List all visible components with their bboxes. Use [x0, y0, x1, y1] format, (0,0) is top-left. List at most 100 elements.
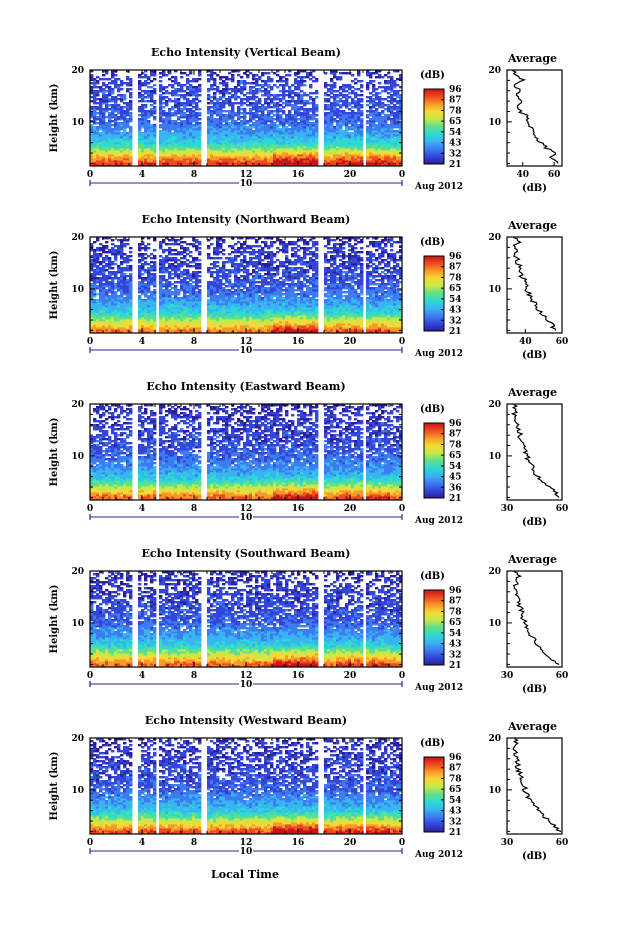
heatmap-cell — [369, 158, 373, 161]
heatmap-cell — [387, 86, 391, 89]
heatmap-cell — [279, 154, 283, 157]
heatmap-cell — [330, 138, 334, 141]
heatmap-cell — [90, 315, 94, 318]
heatmap-cell — [186, 140, 190, 143]
heatmap-cell — [141, 321, 145, 324]
heatmap-cell — [228, 110, 232, 113]
heatmap-cell — [138, 303, 142, 306]
heatmap-cell — [366, 88, 370, 91]
heatmap-cell — [216, 102, 220, 105]
heatmap-cell — [387, 134, 391, 137]
heatmap-cell — [336, 114, 340, 117]
heatmap-cell — [240, 154, 244, 157]
heatmap-cell — [168, 144, 172, 147]
heatmap-cell — [120, 241, 124, 244]
heatmap-cell — [294, 134, 298, 137]
heatmap-cell — [237, 124, 241, 127]
heatmap-cell — [312, 116, 316, 119]
heatmap-cell — [216, 110, 220, 113]
heatmap-cell — [183, 124, 187, 127]
heatmap-cell — [243, 146, 247, 149]
heatmap-cell — [171, 239, 175, 242]
heatmap-cell — [279, 114, 283, 117]
heatmap-cell — [327, 118, 331, 121]
heatmap-cell — [138, 160, 142, 163]
heatmap-cell — [120, 138, 124, 141]
heatmap-cell — [159, 313, 163, 316]
heatmap-cell — [177, 102, 181, 105]
heatmap-cell — [120, 251, 124, 254]
heatmap-cell — [96, 257, 100, 260]
heatmap-cell — [171, 299, 175, 302]
heatmap-cell — [330, 80, 334, 83]
heatmap-cell — [162, 315, 166, 318]
heatmap-cell — [252, 112, 256, 115]
heatmap-cell — [192, 156, 196, 159]
heatmap-cell — [165, 134, 169, 137]
heatmap-cell — [231, 96, 235, 99]
heatmap-cell — [174, 90, 178, 93]
heatmap-cell — [189, 309, 193, 312]
heatmap-cell — [231, 102, 235, 105]
heatmap-cell — [276, 124, 280, 127]
heatmap-cell — [141, 118, 145, 121]
heatmap-cell — [198, 72, 202, 75]
heatmap-cell — [375, 118, 379, 121]
heatmap-cell — [306, 126, 310, 129]
heatmap-cell — [207, 94, 211, 97]
heatmap-cell — [162, 86, 166, 89]
heatmap-cell — [264, 80, 268, 83]
heatmap-cell — [228, 128, 232, 131]
heatmap-cell — [207, 146, 211, 149]
heatmap-cell — [168, 138, 172, 141]
heatmap-cell — [297, 132, 301, 135]
heatmap-cell — [150, 261, 154, 264]
heatmap-cell — [288, 134, 292, 137]
heatmap-cell — [369, 112, 373, 115]
x-tick-label: 20 — [344, 170, 357, 180]
heatmap-cell — [267, 130, 271, 133]
heatmap-cell — [171, 132, 175, 135]
heatmap-cell — [336, 78, 340, 81]
heatmap-cell — [150, 277, 154, 280]
heatmap-cell — [384, 146, 388, 149]
heatmap-cell — [144, 124, 148, 127]
heatmap-cell — [297, 88, 301, 91]
heatmap-cell — [114, 80, 118, 83]
heatmap-cell — [219, 148, 223, 151]
heatmap-cell — [315, 120, 319, 123]
heatmap-cell — [192, 311, 196, 314]
heatmap-cell — [165, 136, 169, 139]
heatmap-cell — [129, 88, 133, 91]
heatmap-cell — [330, 96, 334, 99]
heatmap-cell — [285, 90, 289, 93]
heatmap-cell — [387, 106, 391, 109]
heatmap-cell — [315, 128, 319, 131]
heatmap-cell — [90, 303, 94, 306]
heatmap-cell — [153, 102, 157, 105]
heatmap-cell — [372, 88, 376, 91]
heatmap-cell — [378, 154, 382, 157]
heatmap-cell — [387, 82, 391, 85]
heatmap-cell — [306, 164, 310, 167]
heatmap-cell — [183, 156, 187, 159]
heatmap-cell — [330, 152, 334, 155]
heatmap-cell — [312, 150, 316, 153]
heatmap-cell — [387, 128, 391, 131]
heatmap-cell — [243, 152, 247, 155]
heatmap-cell — [315, 110, 319, 113]
heatmap-cell — [237, 106, 241, 109]
heatmap-cell — [93, 325, 97, 328]
heatmap-cell — [189, 321, 193, 324]
heatmap-cell — [234, 124, 238, 127]
heatmap-cell — [357, 112, 361, 115]
heatmap-cell — [213, 84, 217, 87]
heatmap-cell — [342, 160, 346, 163]
heatmap-cell — [192, 146, 196, 149]
heatmap-cell — [114, 96, 118, 99]
heatmap-cell — [168, 84, 172, 87]
heatmap-cell — [297, 114, 301, 117]
heatmap-cell — [126, 311, 130, 314]
average-profile-line — [512, 69, 559, 164]
heatmap-cell — [225, 130, 229, 133]
